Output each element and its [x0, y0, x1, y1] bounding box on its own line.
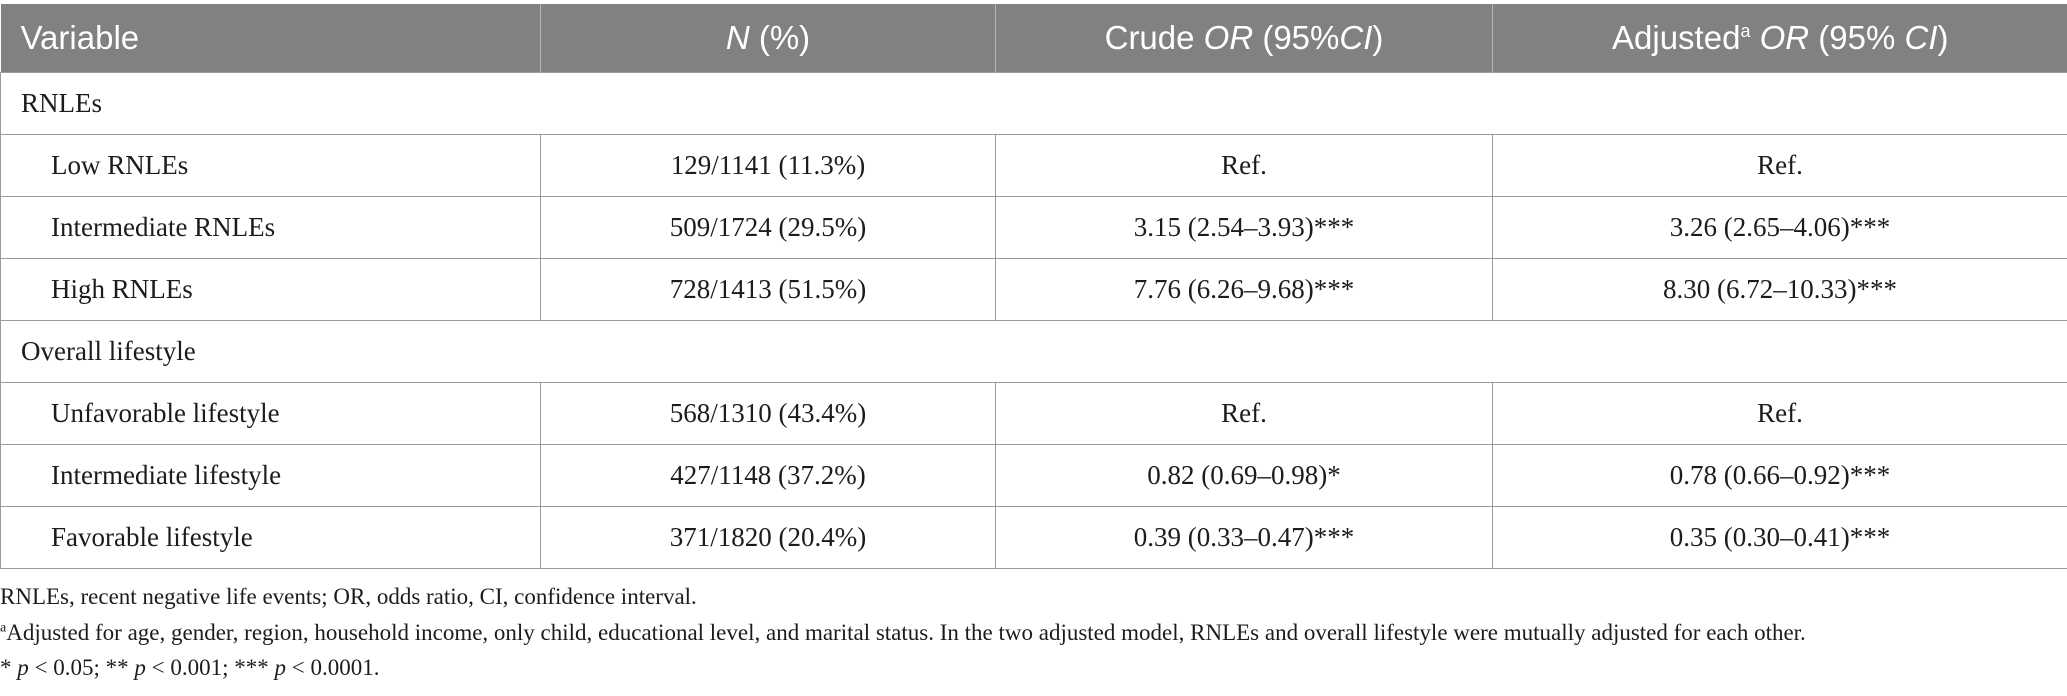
header-n-rest: (%): [749, 19, 811, 56]
table-row: Low RNLEs 129/1141 (11.3%) Ref. Ref.: [0, 134, 2067, 197]
table-row: Intermediate RNLEs 509/1724 (29.5%) 3.15…: [0, 196, 2067, 259]
group-title: RNLEs: [0, 72, 2067, 135]
header-adj-space: [1750, 19, 1759, 56]
cell-n: 509/1724 (29.5%): [540, 196, 996, 259]
sig-3-prefix: ***: [234, 655, 275, 680]
header-adj-ci-italic: CI: [1904, 19, 1938, 56]
cell-adjusted-or: 8.30 (6.72–10.33)***: [1492, 258, 2067, 321]
header-n-italic: N: [725, 19, 750, 56]
header-adj-pre: Adjusted: [1612, 19, 1741, 56]
cell-adjusted-or: Ref.: [1492, 382, 2067, 445]
cell-adjusted-or: Ref.: [1492, 134, 2067, 197]
row-label: Low RNLEs: [0, 134, 541, 197]
row-label: Intermediate lifestyle: [0, 444, 541, 507]
cell-crude-or: Ref.: [995, 382, 1493, 445]
header-crude-post: ): [1372, 19, 1384, 56]
header-adj-footnote-mark: a: [1740, 21, 1751, 41]
cell-adjusted-or: 0.78 (0.66–0.92)***: [1492, 444, 2067, 507]
header-row: Variable N (%) Crude OR (95%CI) Adjusted…: [0, 4, 2067, 73]
table-row: Favorable lifestyle 371/1820 (20.4%) 0.3…: [0, 506, 2067, 569]
odds-ratio-table: Variable N (%) Crude OR (95%CI) Adjusted…: [0, 4, 2067, 569]
cell-crude-or: Ref.: [995, 134, 1493, 197]
row-label: Unfavorable lifestyle: [0, 382, 541, 445]
header-crude-ci-italic: CI: [1339, 19, 1373, 56]
table-body: RNLEs Low RNLEs 129/1141 (11.3%) Ref. Re…: [0, 72, 2067, 569]
row-label: Intermediate RNLEs: [0, 196, 541, 259]
header-crude-pre: Crude: [1104, 19, 1204, 56]
sig-1-prefix: *: [0, 655, 18, 680]
sig-3-p: p: [274, 655, 287, 680]
cell-n: 427/1148 (37.2%): [540, 444, 996, 507]
cell-n: 568/1310 (43.4%): [540, 382, 996, 445]
group-row-lifestyle: Overall lifestyle: [0, 320, 2067, 383]
cell-n: 728/1413 (51.5%): [540, 258, 996, 321]
header-variable-text: Variable: [20, 19, 140, 56]
results-table-container: Variable N (%) Crude OR (95%CI) Adjusted…: [0, 4, 2067, 569]
header-n-percent: N (%): [540, 4, 996, 73]
row-label: High RNLEs: [0, 258, 541, 321]
header-crude-mid: (95%: [1253, 19, 1340, 56]
cell-n: 129/1141 (11.3%): [540, 134, 996, 197]
sig-1-p: p: [17, 655, 29, 680]
group-row-rnles: RNLEs: [0, 72, 2067, 135]
cell-crude-or: 0.39 (0.33–0.47)***: [995, 506, 1493, 569]
header-adj-post: ): [1937, 19, 1949, 56]
cell-n: 371/1820 (20.4%): [540, 506, 996, 569]
sig-2-rest: < 0.001;: [145, 655, 235, 680]
significance-note: * p < 0.05; ** p < 0.001; *** p < 0.0001…: [0, 655, 379, 681]
sig-1-rest: < 0.05;: [28, 655, 106, 680]
header-adj-mid: (95%: [1809, 19, 1905, 56]
table-header: Variable N (%) Crude OR (95%CI) Adjusted…: [0, 4, 2067, 73]
sig-2-p: p: [134, 655, 146, 680]
footnote-text: Adjusted for age, gender, region, househ…: [6, 620, 1806, 645]
header-adj-or-italic: OR: [1759, 19, 1810, 56]
cell-adjusted-or: 0.35 (0.30–0.41)***: [1492, 506, 2067, 569]
header-crude-or-italic: OR: [1203, 19, 1254, 56]
table-row: Unfavorable lifestyle 568/1310 (43.4%) R…: [0, 382, 2067, 445]
footnote-mark: a: [0, 620, 7, 636]
cell-crude-or: 3.15 (2.54–3.93)***: [995, 196, 1493, 259]
cell-adjusted-or: 3.26 (2.65–4.06)***: [1492, 196, 2067, 259]
abbreviations-note: RNLEs, recent negative life events; OR, …: [0, 584, 697, 609]
table-row: High RNLEs 728/1413 (51.5%) 7.76 (6.26–9…: [0, 258, 2067, 321]
cell-crude-or: 7.76 (6.26–9.68)***: [995, 258, 1493, 321]
header-variable: Variable: [0, 4, 541, 73]
table-row: Intermediate lifestyle 427/1148 (37.2%) …: [0, 444, 2067, 507]
sig-2-prefix: **: [105, 655, 135, 680]
row-label: Favorable lifestyle: [0, 506, 541, 569]
header-crude-or: Crude OR (95%CI): [995, 4, 1493, 73]
cell-crude-or: 0.82 (0.69–0.98)*: [995, 444, 1493, 507]
header-adjusted-or: Adjusteda OR (95% CI): [1492, 4, 2067, 73]
adjustment-footnote: aAdjusted for age, gender, region, house…: [0, 620, 1806, 646]
group-title: Overall lifestyle: [0, 320, 2067, 383]
sig-3-rest: < 0.0001.: [286, 655, 380, 680]
